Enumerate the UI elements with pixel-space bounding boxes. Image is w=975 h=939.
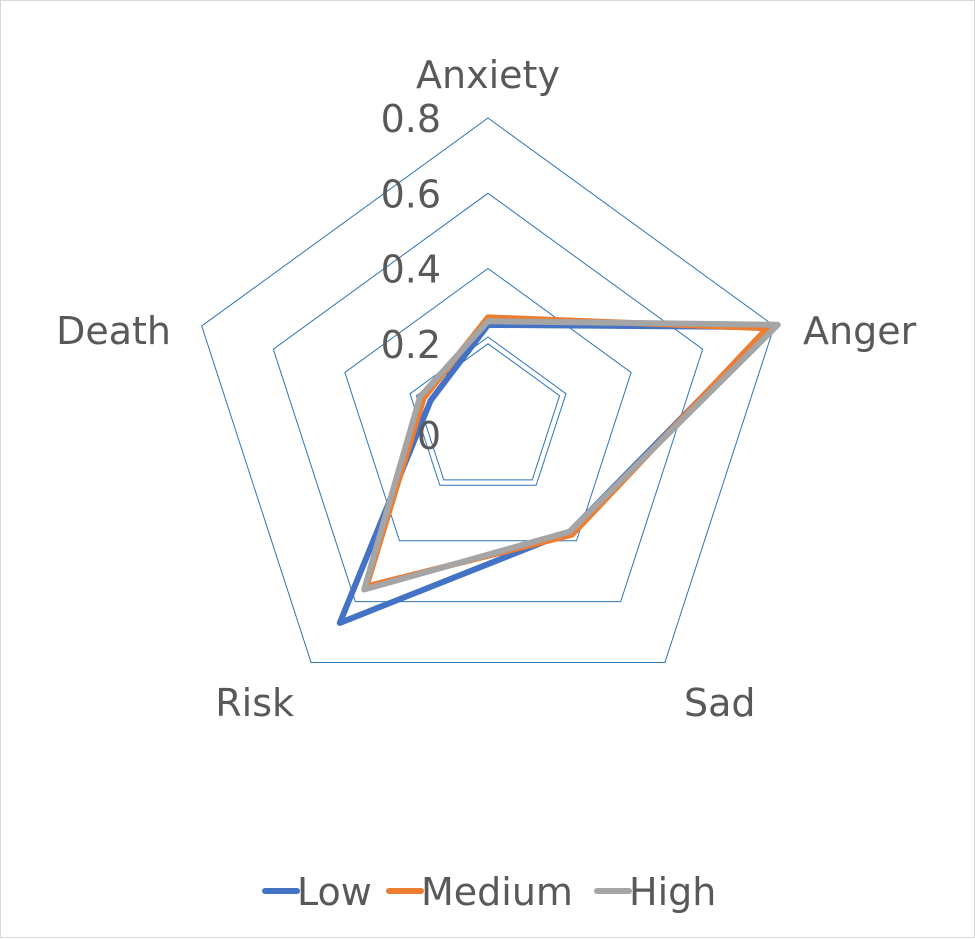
axis-label-sad: Sad: [684, 681, 756, 725]
tick-label: 0.2: [381, 323, 441, 367]
radar-axis-labels: Anxiety Anger Sad Risk Death: [56, 53, 917, 725]
axis-label-risk: Risk: [215, 681, 294, 725]
legend-label: Medium: [421, 870, 573, 914]
axis-label-death: Death: [56, 309, 171, 353]
legend-label: Low: [297, 870, 372, 914]
tick-label: 0: [417, 414, 441, 458]
grid-ring-4: [201, 117, 775, 663]
grid-ring-2: [344, 267, 632, 542]
tick-label: 0.8: [381, 97, 441, 141]
grid-ring-center: [409, 336, 567, 486]
axis-label-anxiety: Anxiety: [416, 53, 560, 97]
tick-label: 0.6: [381, 172, 441, 216]
series-line-high: [361, 318, 781, 593]
radar-tick-labels: 0 0.2 0.4 0.6 0.8: [381, 97, 441, 458]
legend-item-medium: Medium: [386, 870, 573, 914]
legend-item-low: Low: [262, 870, 372, 914]
legend-item-high: High: [594, 870, 716, 914]
axis-label-anger: Anger: [803, 309, 917, 353]
legend-label: High: [629, 870, 716, 914]
tick-label: 0.4: [381, 248, 441, 292]
radar-series: [336, 314, 781, 626]
radar-grid: [201, 117, 775, 663]
legend: Low Medium High: [262, 870, 716, 914]
